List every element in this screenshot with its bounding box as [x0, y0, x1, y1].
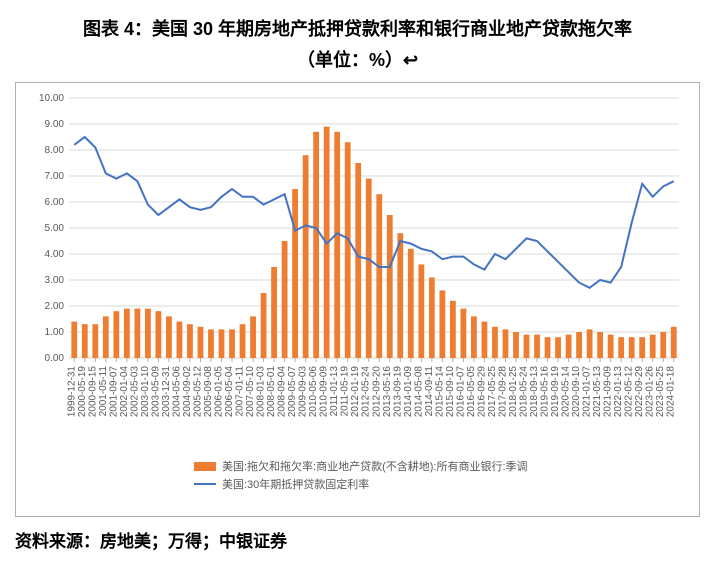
svg-text:7.00: 7.00 [45, 171, 65, 182]
chart-title-line2: （单位：%）↩ [10, 46, 705, 72]
svg-text:2013-05-16: 2013-05-16 [382, 366, 393, 418]
svg-text:2012-05-24: 2012-05-24 [361, 366, 372, 418]
svg-text:2003-12-31: 2003-12-31 [161, 366, 172, 418]
svg-text:2016-05-05: 2016-05-05 [466, 366, 477, 418]
svg-text:2000-09-15: 2000-09-15 [87, 366, 98, 418]
svg-text:3.00: 3.00 [45, 275, 65, 286]
svg-text:2010-05-06: 2010-05-06 [308, 366, 319, 418]
svg-text:8.00: 8.00 [45, 145, 65, 156]
svg-text:2018-05-24: 2018-05-24 [519, 366, 530, 418]
svg-text:2007-05-10: 2007-05-10 [245, 366, 256, 418]
svg-text:0.00: 0.00 [45, 353, 65, 364]
svg-text:2012-09-20: 2012-09-20 [371, 366, 382, 418]
svg-text:2014-01-09: 2014-01-09 [403, 366, 414, 418]
svg-text:2011-01-13: 2011-01-13 [329, 366, 340, 417]
svg-text:2023-05-25: 2023-05-25 [655, 366, 666, 418]
svg-text:2.00: 2.00 [45, 301, 65, 312]
svg-text:2001-05-11: 2001-05-11 [98, 366, 109, 417]
svg-text:2003-01-10: 2003-01-10 [140, 366, 151, 418]
svg-text:1.00: 1.00 [45, 327, 65, 338]
svg-text:2013-09-19: 2013-09-19 [392, 366, 403, 418]
svg-text:2018-09-13: 2018-09-13 [529, 366, 540, 418]
svg-text:2018-01-25: 2018-01-25 [508, 366, 519, 418]
svg-text:2022-01-13: 2022-01-13 [613, 366, 624, 418]
svg-text:2021-05-13: 2021-05-13 [592, 366, 603, 418]
svg-text:2011-05-19: 2011-05-19 [340, 366, 351, 417]
svg-text:2002-01-04: 2002-01-04 [119, 366, 130, 418]
svg-text:2016-09-29: 2016-09-29 [476, 366, 487, 418]
svg-text:2020-09-10: 2020-09-10 [571, 366, 582, 418]
svg-text:2006-01-05: 2006-01-05 [214, 366, 225, 418]
svg-text:美国:拖欠和拖欠率:商业地产贷款(不含耕地):所有商业银行:: 美国:拖欠和拖欠率:商业地产贷款(不含耕地):所有商业银行:季调 [222, 459, 528, 473]
svg-text:2015-05-14: 2015-05-14 [434, 366, 445, 418]
svg-text:5.00: 5.00 [45, 223, 65, 234]
svg-text:2008-01-03: 2008-01-03 [256, 366, 267, 418]
svg-text:2019-09-19: 2019-09-19 [550, 366, 561, 418]
svg-text:2021-01-07: 2021-01-07 [582, 366, 593, 418]
svg-text:2007-01-11: 2007-01-11 [235, 366, 246, 417]
svg-text:2003-05-09: 2003-05-09 [150, 366, 161, 418]
chart-container: 0.00 1.00 2.00 3.00 4.00 5.00 6.00 7.00 8.00 9.00… [15, 82, 700, 517]
svg-text:2010-09-09: 2010-09-09 [319, 366, 330, 418]
svg-text:2008-09-04: 2008-09-04 [277, 366, 288, 418]
svg-text:2014-05-08: 2014-05-08 [413, 366, 424, 418]
source-line: 资料来源：房地美；万得；中银证券 [15, 527, 700, 552]
svg-text:2001-09-07: 2001-09-07 [108, 366, 119, 418]
svg-text:2016-01-07: 2016-01-07 [455, 366, 466, 418]
svg-text:2009-09-03: 2009-09-03 [298, 366, 309, 418]
chart-title-line1: 图表 4：美国 30 年期房地产抵押贷款利率和银行商业地产贷款拖欠率 [10, 15, 705, 41]
svg-text:2012-01-19: 2012-01-19 [350, 366, 361, 418]
svg-text:2005-09-08: 2005-09-08 [203, 366, 214, 418]
svg-text:2022-05-12: 2022-05-12 [624, 366, 635, 418]
svg-text:2017-05-25: 2017-05-25 [487, 366, 498, 418]
svg-text:2020-05-14: 2020-05-14 [561, 366, 572, 418]
svg-text:2005-05-12: 2005-05-12 [192, 366, 203, 418]
svg-text:2006-05-04: 2006-05-04 [224, 366, 235, 418]
svg-text:2021-09-09: 2021-09-09 [603, 366, 614, 418]
svg-text:1999-12-31: 1999-12-31 [66, 366, 77, 418]
svg-text:2008-05-01: 2008-05-01 [266, 366, 277, 418]
svg-text:2024-01-18: 2024-01-18 [666, 366, 677, 418]
svg-text:10.00: 10.00 [39, 93, 64, 104]
svg-text:美国:30年期抵押贷款固定利率: 美国:30年期抵押贷款固定利率 [222, 477, 369, 491]
svg-text:2004-09-02: 2004-09-02 [182, 366, 193, 418]
svg-text:6.00: 6.00 [45, 197, 65, 208]
svg-text:2004-05-06: 2004-05-06 [171, 366, 182, 418]
svg-text:2002-05-03: 2002-05-03 [129, 366, 140, 418]
svg-text:2022-09-29: 2022-09-29 [634, 366, 645, 418]
svg-text:2019-05-16: 2019-05-16 [540, 366, 551, 418]
svg-text:2017-09-28: 2017-09-28 [497, 366, 508, 418]
svg-text:2023-01-26: 2023-01-26 [645, 366, 656, 418]
combo-chart: 0.00 1.00 2.00 3.00 4.00 5.00 6.00 7.00 8.00 9.00… [24, 88, 689, 508]
svg-text:2015-09-10: 2015-09-10 [445, 366, 456, 418]
svg-text:9.00: 9.00 [45, 119, 65, 130]
svg-text:2009-05-07: 2009-05-07 [287, 366, 298, 418]
svg-text:2000-05-19: 2000-05-19 [77, 366, 88, 418]
svg-text:2014-09-11: 2014-09-11 [424, 366, 435, 417]
svg-text:4.00: 4.00 [45, 249, 65, 260]
